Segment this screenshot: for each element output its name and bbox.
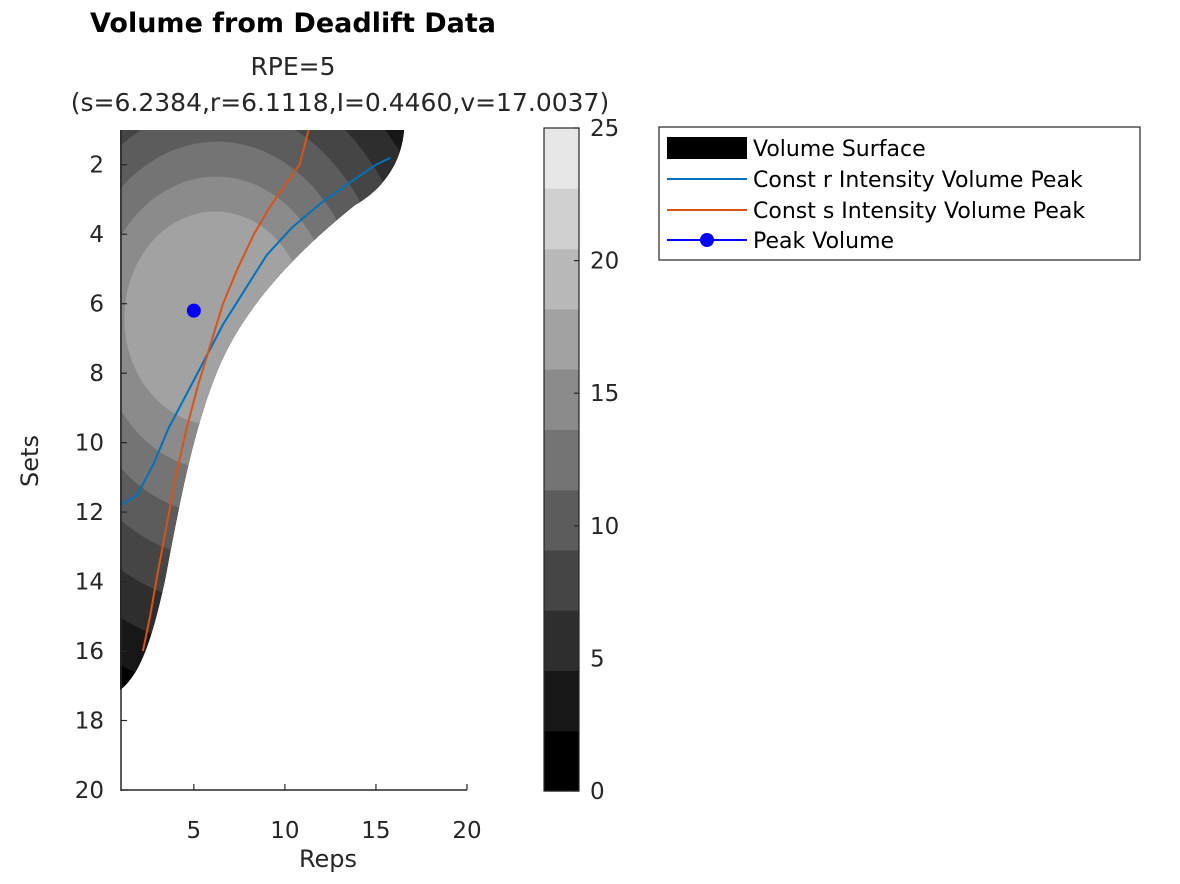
x-tick-label: 15 (361, 818, 390, 844)
legend-swatch-surface (667, 137, 747, 159)
colorbar-band (544, 610, 579, 671)
x-axis-label: Reps (299, 845, 357, 873)
colorbar-tick-label: 10 (590, 514, 619, 540)
contour-band (124, 211, 307, 425)
colorbar-band (544, 128, 579, 189)
y-tick-label: 8 (89, 361, 104, 387)
series-line-1 (141, 129, 310, 652)
colorbar-band (544, 489, 579, 551)
colorbar-frame (543, 127, 580, 792)
colorbar-band (544, 429, 579, 491)
legend-label: Volume Surface (753, 137, 926, 162)
y-axis-label: Sets (16, 435, 44, 487)
chart-subtitle-rpe: RPE=5 (250, 52, 335, 81)
y-tick-label: 4 (89, 222, 104, 248)
colorbar-band (544, 549, 579, 611)
colorbar-band (544, 369, 579, 430)
colorbar-band (544, 248, 579, 310)
chart-title: Volume from Deadlift Data (90, 8, 496, 39)
colorbar-tick-label: 25 (590, 116, 619, 142)
x-tick-label: 5 (187, 818, 202, 844)
legend: Volume Surface Const r Intensity Volume P… (658, 126, 1141, 261)
y-tick-label: 2 (89, 153, 104, 179)
series-line-0 (120, 156, 391, 507)
colorbar-tick-label: 15 (590, 381, 619, 407)
axes (120, 130, 467, 791)
y-tick-label: 6 (89, 292, 104, 318)
colorbar-tick-label: 20 (590, 249, 619, 275)
y-tick-label: 10 (75, 431, 104, 457)
colorbar-tick-label: 0 (590, 779, 605, 805)
y-tick-label: 20 (75, 778, 104, 804)
chart-subtitle-params: (s=6.2384,r=6.1118,I=0.4460,v=17.0037) (71, 88, 609, 117)
legend-label: Peak Volume (753, 229, 894, 254)
legend-swatch-marker (700, 233, 714, 247)
legend-label: Const s Intensity Volume Peak (753, 199, 1085, 224)
legend-label: Const r Intensity Volume Peak (753, 168, 1083, 193)
legend-box (658, 126, 1141, 261)
y-tick-label: 12 (75, 500, 104, 526)
y-tick-label: 16 (75, 639, 104, 665)
colorbar-band (544, 670, 579, 732)
colorbar-band (544, 730, 579, 792)
colorbar-tick-label: 5 (590, 646, 605, 672)
x-tick-label: 10 (270, 818, 299, 844)
y-tick-label: 14 (75, 570, 104, 596)
x-tick-label: 20 (452, 818, 481, 844)
peak-volume-marker (186, 303, 201, 318)
colorbar-band (544, 188, 579, 250)
colorbar-band (544, 308, 579, 370)
colorbar: 0 5 10 15 20 25 (543, 116, 619, 805)
y-tick-label: 18 (75, 709, 104, 735)
